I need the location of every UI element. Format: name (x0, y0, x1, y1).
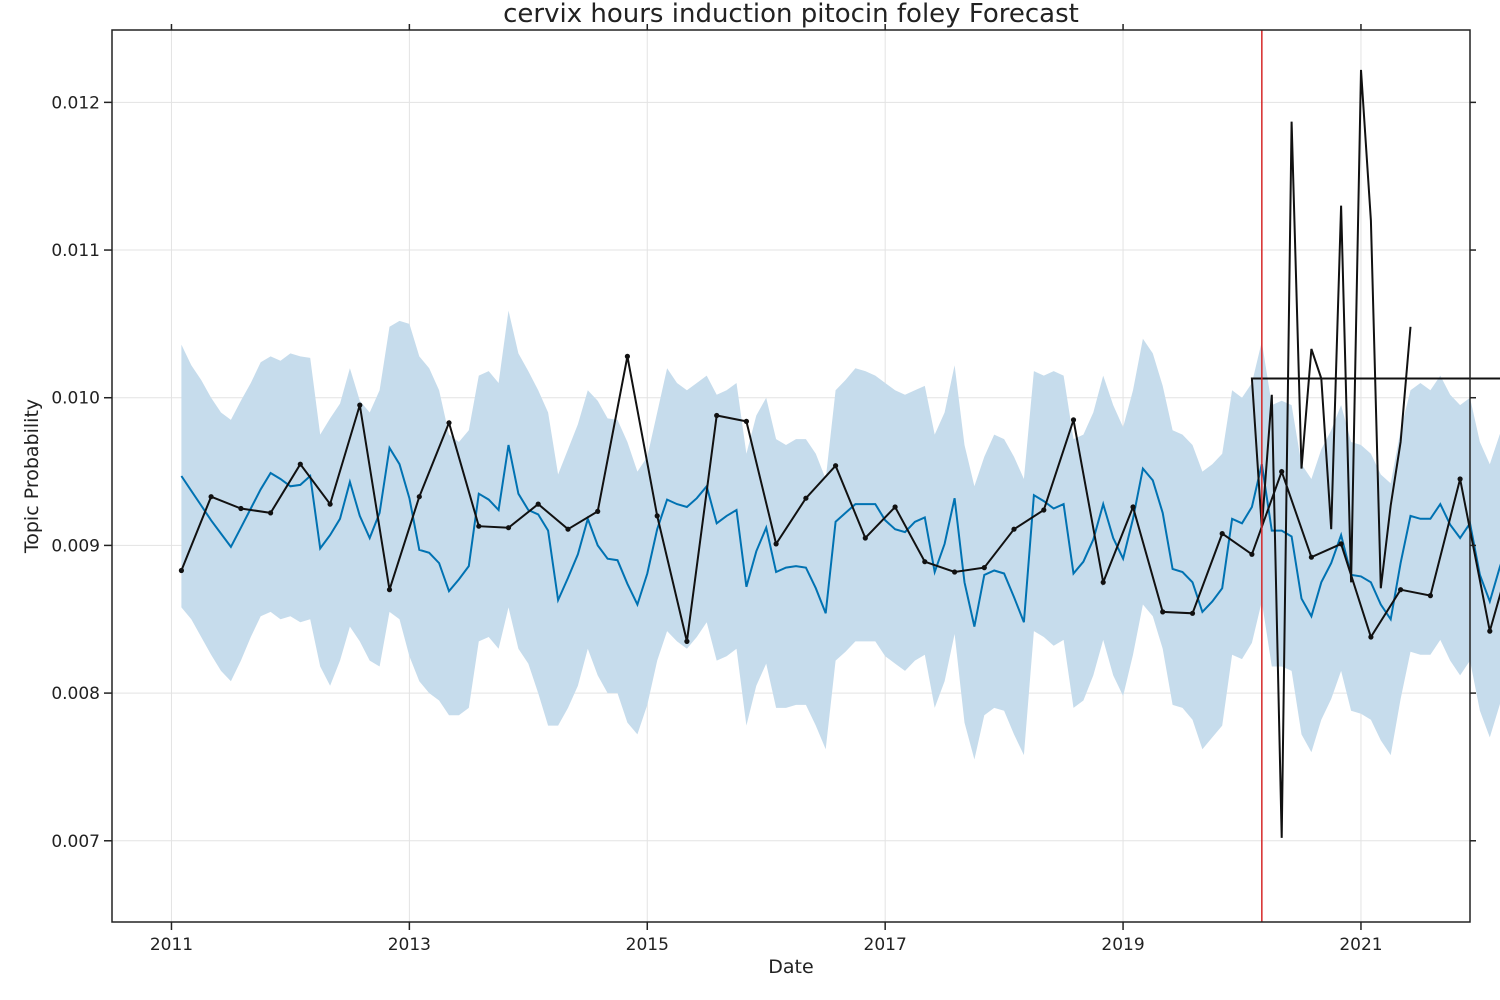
actual-data-point (1189, 610, 1196, 616)
x-tick-label: 2019 (1101, 935, 1144, 955)
actual-data-point (357, 402, 363, 408)
actual-data-point (208, 494, 214, 500)
actual-data-point (327, 501, 333, 507)
forecast-series-line (180, 444, 1500, 627)
actual-data-point (1070, 417, 1077, 423)
actual-data-point (1100, 579, 1106, 585)
actual-data-point (1160, 609, 1166, 615)
y-tick-label: 0.009 (51, 536, 100, 556)
actual-data-point (1487, 628, 1493, 634)
actual-data-point (1308, 554, 1314, 560)
actual-data-point (952, 569, 958, 575)
actual-data-point (624, 353, 631, 359)
actual-data-point (476, 523, 482, 529)
actual-data-point (1279, 469, 1285, 475)
actual-data-point (178, 567, 184, 574)
x-tick-label: 2015 (626, 935, 669, 955)
actual-data-point (714, 412, 720, 419)
actual-data-point (862, 535, 868, 541)
actual-data-point (1219, 531, 1225, 537)
actual-data-point (654, 513, 660, 519)
actual-data-point (238, 505, 244, 512)
actual-series-line (180, 69, 1500, 838)
actual-data-points (178, 353, 1493, 645)
actual-data-point (743, 418, 750, 424)
axis-ticks: 2011 2013 2015 2017 2019 2021 0.007 0.008 0.009 0… (51, 24, 1476, 955)
x-tick-label: 2017 (864, 935, 907, 955)
plot-frame (111, 29, 1471, 923)
x-axis-label: Date (768, 956, 813, 978)
actual-data-point (446, 420, 452, 426)
uncertainty-interval-band (181, 310, 1500, 760)
actual-data-point (565, 526, 571, 532)
actual-data-point (595, 508, 601, 514)
actual-data-point (892, 504, 898, 510)
actual-data-point (268, 510, 274, 516)
actual-data-point (297, 461, 303, 467)
actual-data-point (535, 501, 541, 507)
y-tick-label: 0.011 (51, 241, 100, 261)
actual-data-point (981, 565, 987, 571)
actual-data-point (416, 494, 422, 500)
y-axis-label: Topic Probability (21, 399, 43, 554)
x-tick-label: 2021 (1339, 935, 1382, 955)
actual-data-point (922, 559, 928, 565)
y-tick-label: 0.010 (51, 389, 100, 409)
actual-data-point (684, 638, 690, 645)
actual-data-point (803, 495, 809, 501)
actual-data-point (505, 525, 512, 531)
actual-data-point (833, 463, 839, 469)
actual-data-point (1398, 587, 1404, 593)
actual-data-point (1338, 541, 1344, 547)
actual-data-point (773, 541, 779, 547)
x-tick-label: 2011 (150, 935, 193, 955)
actual-data-point (386, 587, 393, 593)
chart-title: cervix hours induction pitocin foley For… (503, 0, 1079, 29)
actual-data-point (1011, 526, 1017, 532)
y-tick-label: 0.012 (51, 93, 100, 113)
actual-data-point (1427, 593, 1433, 599)
y-tick-label: 0.008 (51, 684, 100, 704)
actual-data-point (1368, 634, 1374, 640)
actual-data-point (1041, 507, 1047, 513)
actual-data-point (1249, 551, 1255, 557)
actual-data-point (1457, 476, 1463, 482)
x-tick-label: 2013 (388, 935, 431, 955)
y-tick-label: 0.007 (51, 832, 100, 852)
actual-data-point (1130, 504, 1136, 510)
